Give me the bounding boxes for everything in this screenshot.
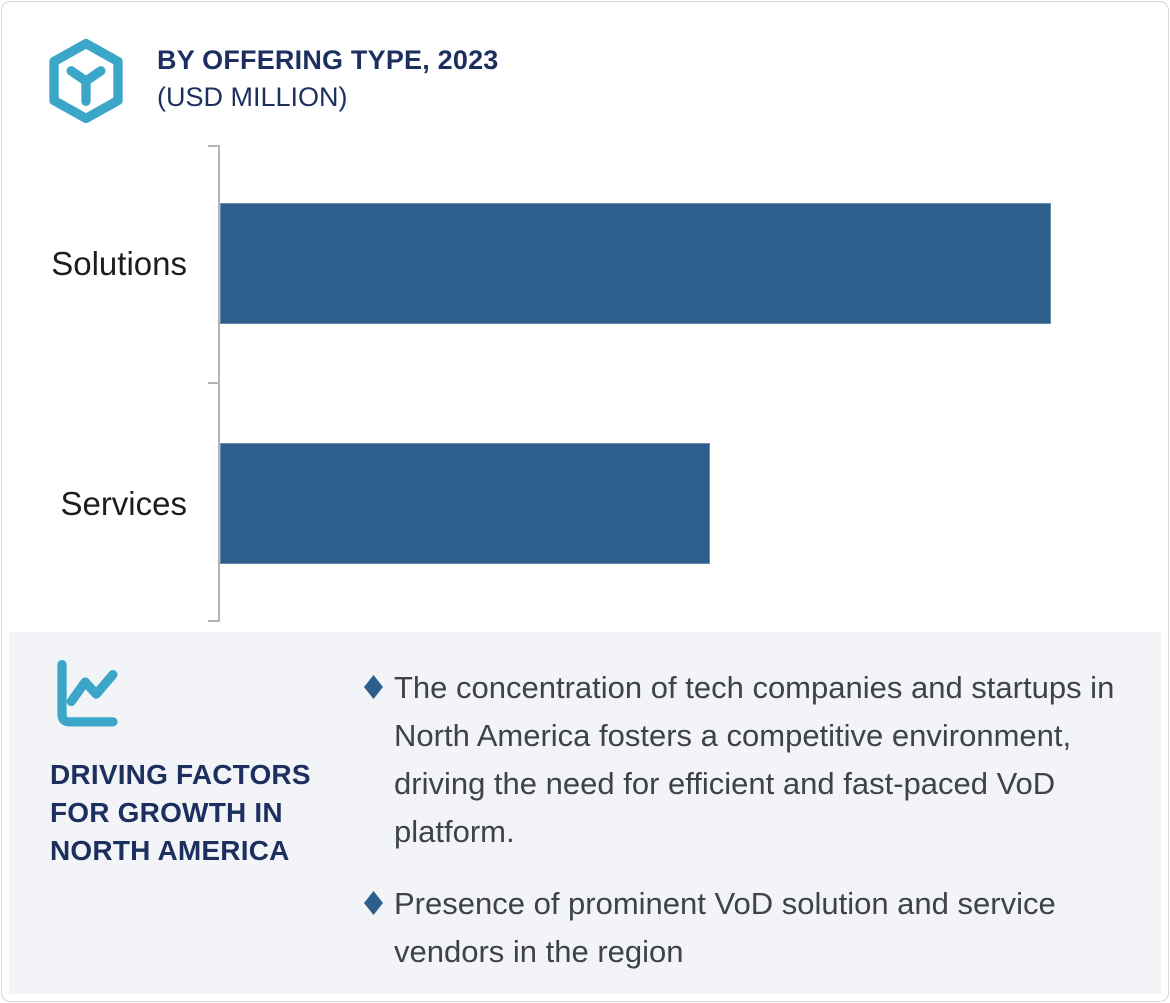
diamond-bullet-icon [364, 891, 383, 915]
bullet-text: The concentration of tech companies and … [394, 670, 1115, 849]
list-item: The concentration of tech companies and … [364, 664, 1139, 856]
bar-services [220, 443, 710, 564]
driving-factors-panel: DRIVING FACTORS FOR GROWTH IN NORTH AMER… [9, 632, 1161, 994]
diamond-bullet-icon [364, 675, 383, 699]
y-axis-line [218, 145, 220, 622]
category-label-services: Services [60, 485, 187, 522]
bar-solutions [220, 203, 1051, 324]
y-axis-tick [208, 382, 219, 384]
category-label-solutions: Solutions [51, 245, 187, 282]
hexagon-box-icon [49, 38, 123, 124]
bullet-list: The concentration of tech companies and … [364, 664, 1139, 1000]
panel-heading: DRIVING FACTORS FOR GROWTH IN NORTH AMER… [50, 759, 311, 866]
chart-title: BY OFFERING TYPE, 2023 [157, 45, 499, 75]
chart-subtitle: (USD MILLION) [157, 82, 348, 112]
y-axis-tick [208, 145, 219, 147]
list-item: Presence of prominent VoD solution and s… [364, 880, 1139, 976]
line-chart-icon [57, 659, 118, 727]
y-axis-tick [208, 620, 219, 622]
chart-title-block: BY OFFERING TYPE, 2023 (USD MILLION) [157, 42, 499, 116]
bullet-text: Presence of prominent VoD solution and s… [394, 886, 1056, 969]
